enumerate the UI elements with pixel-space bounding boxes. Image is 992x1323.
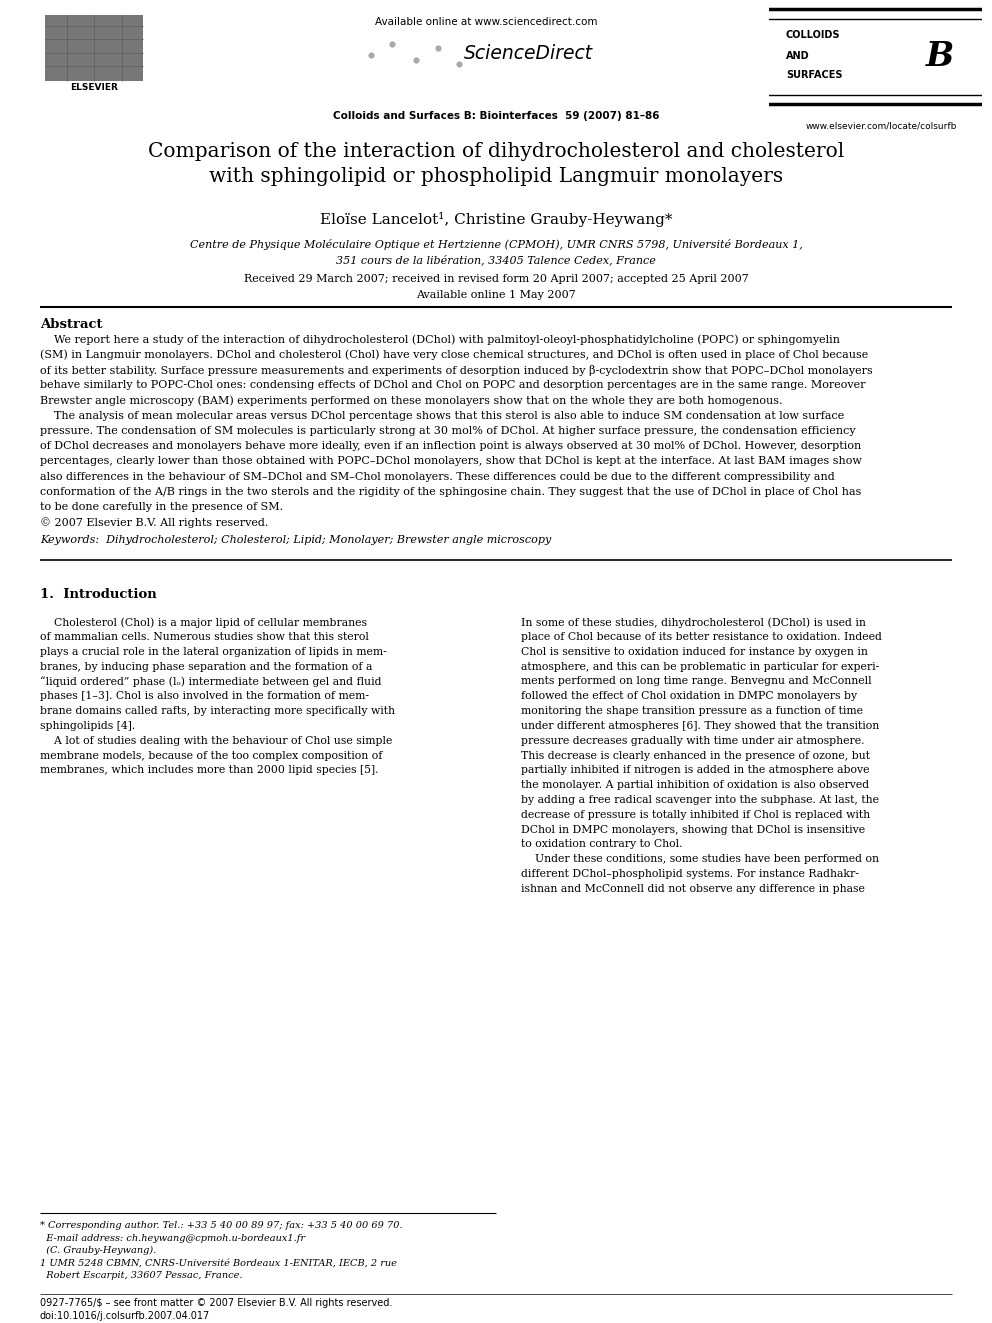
Text: Received 29 March 2007; received in revised form 20 April 2007; accepted 25 Apri: Received 29 March 2007; received in revi… (244, 274, 748, 284)
Text: Eloïse Lancelot¹, Christine Grauby-Heywang*: Eloïse Lancelot¹, Christine Grauby-Heywa… (319, 212, 673, 226)
Text: Under these conditions, some studies have been performed on: Under these conditions, some studies hav… (521, 855, 879, 864)
Text: monitoring the shape transition pressure as a function of time: monitoring the shape transition pressure… (521, 706, 863, 716)
Text: doi:10.1016/j.colsurfb.2007.04.017: doi:10.1016/j.colsurfb.2007.04.017 (40, 1311, 210, 1322)
Text: Cholesterol (Chol) is a major lipid of cellular membranes: Cholesterol (Chol) is a major lipid of c… (40, 617, 367, 627)
Text: A lot of studies dealing with the behaviour of Chol use simple: A lot of studies dealing with the behavi… (40, 736, 392, 746)
Text: E-mail address: ch.heywang@cpmoh.u-bordeaux1.fr: E-mail address: ch.heywang@cpmoh.u-borde… (40, 1233, 305, 1242)
Text: conformation of the A/B rings in the two sterols and the rigidity of the sphingo: conformation of the A/B rings in the two… (40, 487, 861, 497)
Text: (C. Grauby-Heywang).: (C. Grauby-Heywang). (40, 1246, 156, 1256)
Text: decrease of pressure is totally inhibited if Chol is replaced with: decrease of pressure is totally inhibite… (521, 810, 870, 820)
Text: DChol in DMPC monolayers, showing that DChol is insensitive: DChol in DMPC monolayers, showing that D… (521, 824, 865, 835)
Text: pressure decreases gradually with time under air atmosphere.: pressure decreases gradually with time u… (521, 736, 864, 746)
Text: partially inhibited if nitrogen is added in the atmosphere above: partially inhibited if nitrogen is added… (521, 765, 869, 775)
Text: * Corresponding author. Tel.: +33 5 40 00 89 97; fax: +33 5 40 00 69 70.: * Corresponding author. Tel.: +33 5 40 0… (40, 1221, 403, 1230)
Text: by adding a free radical scavenger into the subphase. At last, the: by adding a free radical scavenger into … (521, 795, 879, 804)
Text: 1.  Introduction: 1. Introduction (40, 587, 157, 601)
Text: Available online 1 May 2007: Available online 1 May 2007 (416, 290, 576, 300)
Text: Brewster angle microscopy (BAM) experiments performed on these monolayers show t: Brewster angle microscopy (BAM) experime… (40, 396, 782, 406)
Text: of its better stability. Surface pressure measurements and experiments of desorp: of its better stability. Surface pressur… (40, 365, 872, 376)
Text: the monolayer. A partial inhibition of oxidation is also observed: the monolayer. A partial inhibition of o… (521, 781, 869, 790)
Text: B: B (926, 41, 953, 73)
Text: Keywords:  Dihydrocholesterol; Cholesterol; Lipid; Monolayer; Brewster angle mic: Keywords: Dihydrocholesterol; Cholestero… (40, 534, 551, 545)
Text: to oxidation contrary to Chol.: to oxidation contrary to Chol. (521, 839, 682, 849)
Text: In some of these studies, dihydrocholesterol (DChol) is used in: In some of these studies, dihydrocholest… (521, 617, 866, 627)
Text: ELSEVIER: ELSEVIER (70, 83, 118, 91)
Text: membrane models, because of the too complex composition of: membrane models, because of the too comp… (40, 750, 382, 761)
Text: Comparison of the interaction of dihydrocholesterol and cholesterol
with sphingo: Comparison of the interaction of dihydro… (148, 142, 844, 185)
Text: of DChol decreases and monolayers behave more ideally, even if an inflection poi: of DChol decreases and monolayers behave… (40, 441, 861, 451)
Text: to be done carefully in the presence of SM.: to be done carefully in the presence of … (40, 501, 283, 512)
Text: 1 UMR 5248 CBMN, CNRS-Université Bordeaux 1-ENITAR, IECB, 2 rue: 1 UMR 5248 CBMN, CNRS-Université Bordeau… (40, 1259, 397, 1267)
Bar (45, 15, 143, 81)
Text: pressure. The condensation of SM molecules is particularly strong at 30 mol% of : pressure. The condensation of SM molecul… (40, 426, 855, 437)
Text: We report here a study of the interaction of dihydrocholesterol (DChol) with pal: We report here a study of the interactio… (40, 335, 839, 345)
Text: (SM) in Langmuir monolayers. DChol and cholesterol (Chol) have very close chemic: (SM) in Langmuir monolayers. DChol and c… (40, 349, 868, 360)
Text: phases [1–3]. Chol is also involved in the formation of mem-: phases [1–3]. Chol is also involved in t… (40, 691, 369, 701)
Text: AND: AND (786, 50, 809, 61)
Text: www.elsevier.com/locate/colsurfb: www.elsevier.com/locate/colsurfb (806, 122, 957, 131)
Text: brane domains called rafts, by interacting more specifically with: brane domains called rafts, by interacti… (40, 706, 395, 716)
Text: SURFACES: SURFACES (786, 70, 842, 81)
Text: The analysis of mean molecular areas versus DChol percentage shows that this ste: The analysis of mean molecular areas ver… (40, 410, 844, 421)
Text: 0927-7765/$ – see front matter © 2007 Elsevier B.V. All rights reserved.: 0927-7765/$ – see front matter © 2007 El… (40, 1298, 392, 1308)
Text: Available online at www.sciencedirect.com: Available online at www.sciencedirect.co… (375, 17, 597, 26)
Text: plays a crucial role in the lateral organization of lipids in mem-: plays a crucial role in the lateral orga… (40, 647, 387, 656)
Text: followed the effect of Chol oxidation in DMPC monolayers by: followed the effect of Chol oxidation in… (521, 691, 857, 701)
Text: of mammalian cells. Numerous studies show that this sterol: of mammalian cells. Numerous studies sho… (40, 632, 369, 642)
Text: percentages, clearly lower than those obtained with POPC–DChol monolayers, show : percentages, clearly lower than those ob… (40, 456, 862, 467)
Text: Centre de Physique Moléculaire Optique et Hertzienne (CPMOH), UMR CNRS 5798, Uni: Centre de Physique Moléculaire Optique e… (189, 239, 803, 250)
Text: membranes, which includes more than 2000 lipid species [5].: membranes, which includes more than 2000… (40, 765, 378, 775)
Text: sphingolipids [4].: sphingolipids [4]. (40, 721, 135, 730)
Text: COLLOIDS: COLLOIDS (786, 30, 840, 40)
Text: behave similarly to POPC-Chol ones: condensing effects of DChol and Chol on POPC: behave similarly to POPC-Chol ones: cond… (40, 380, 865, 390)
Text: Colloids and Surfaces B: Biointerfaces  59 (2007) 81–86: Colloids and Surfaces B: Biointerfaces 5… (332, 111, 660, 122)
Text: This decrease is clearly enhanced in the presence of ozone, but: This decrease is clearly enhanced in the… (521, 750, 870, 761)
Text: Abstract: Abstract (40, 318, 102, 331)
Text: ScienceDirect: ScienceDirect (464, 44, 593, 64)
Text: under different atmospheres [6]. They showed that the transition: under different atmospheres [6]. They sh… (521, 721, 879, 730)
Text: atmosphere, and this can be problematic in particular for experi-: atmosphere, and this can be problematic … (521, 662, 879, 672)
Text: ments performed on long time range. Benvegnu and McConnell: ments performed on long time range. Benv… (521, 676, 871, 687)
Text: 351 cours de la libération, 33405 Talence Cedex, France: 351 cours de la libération, 33405 Talenc… (336, 254, 656, 265)
Text: Robert Escarpit, 33607 Pessac, France.: Robert Escarpit, 33607 Pessac, France. (40, 1271, 242, 1281)
Text: branes, by inducing phase separation and the formation of a: branes, by inducing phase separation and… (40, 662, 372, 672)
Text: ishnan and McConnell did not observe any difference in phase: ishnan and McConnell did not observe any… (521, 884, 865, 894)
Text: Chol is sensitive to oxidation induced for instance by oxygen in: Chol is sensitive to oxidation induced f… (521, 647, 868, 656)
Text: © 2007 Elsevier B.V. All rights reserved.: © 2007 Elsevier B.V. All rights reserved… (40, 517, 268, 528)
Text: “liquid ordered” phase (lₒ) intermediate between gel and fluid: “liquid ordered” phase (lₒ) intermediate… (40, 676, 381, 687)
Text: different DChol–phospholipid systems. For instance Radhakr-: different DChol–phospholipid systems. Fo… (521, 869, 859, 878)
Text: also differences in the behaviour of SM–DChol and SM–Chol monolayers. These diff: also differences in the behaviour of SM–… (40, 471, 834, 482)
Text: place of Chol because of its better resistance to oxidation. Indeed: place of Chol because of its better resi… (521, 632, 882, 642)
